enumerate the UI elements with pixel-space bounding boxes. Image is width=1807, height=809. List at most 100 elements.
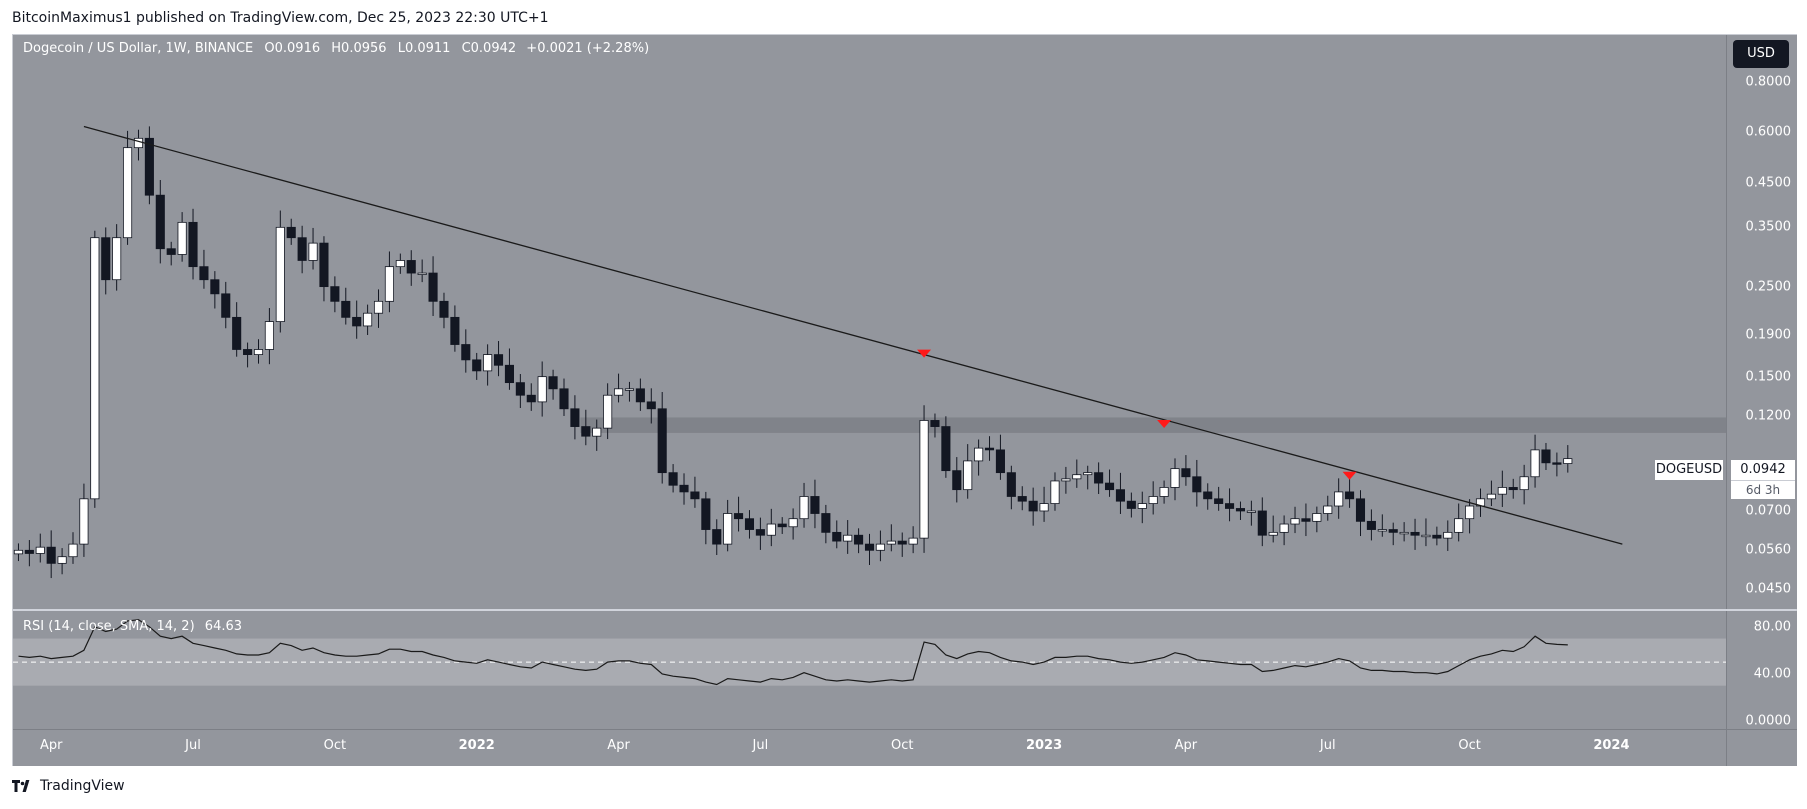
chart-container[interactable]: Dogecoin / US Dollar, 1W, BINANCE O0.091… (12, 34, 1797, 766)
high-value: 0.0956 (341, 41, 387, 56)
bear-candle (1028, 500, 1038, 512)
high-label: H (331, 41, 342, 56)
bear-candle (221, 293, 231, 318)
bull-candle (395, 260, 405, 268)
bear-candle (1432, 534, 1442, 539)
price-tick-label: 0.1900 (1745, 327, 1792, 343)
bull-candle (799, 496, 809, 520)
time-tick-label: Apr (39, 738, 63, 753)
bear-candle (559, 388, 569, 410)
rsi-tick-label: 40.00 (1753, 666, 1791, 682)
bear-candle (515, 382, 525, 396)
price-tick-label: 0.6000 (1745, 124, 1792, 140)
axis-corner (1726, 729, 1797, 766)
price-tick-label: 0.2500 (1745, 279, 1792, 295)
bull-candle (1137, 503, 1147, 509)
bear-candle (526, 394, 536, 403)
bear-candle (832, 531, 842, 542)
rsi-chart-svg[interactable] (13, 611, 1726, 729)
rsi-line (18, 619, 1568, 686)
bear-candle (581, 426, 591, 437)
bear-candle (297, 237, 307, 261)
price-tick-label: 0.4500 (1745, 175, 1792, 191)
bear-candle (995, 449, 1005, 474)
symbol-tag: DOGEUSD (1655, 460, 1723, 480)
bull-candle (1312, 513, 1322, 522)
bear-candle (941, 426, 951, 472)
bull-candle (614, 388, 624, 396)
bear-candle (548, 376, 558, 390)
bear-candle (755, 529, 765, 536)
time-tick-label: Apr (1174, 738, 1198, 753)
bull-candle (1290, 518, 1300, 525)
bear-candle (679, 484, 689, 493)
bear-candle (734, 513, 744, 520)
bear-candle (712, 529, 722, 545)
pane-separator[interactable] (13, 609, 1796, 611)
bull-candle (1519, 476, 1529, 491)
tradingview-logo-icon (12, 780, 30, 792)
rsi-axis[interactable]: 80.00 40.00 0.0000 (1726, 611, 1797, 729)
price-tick-label: 0.1500 (1745, 369, 1792, 385)
bear-candle (690, 491, 700, 500)
bear-candle (439, 300, 449, 318)
bull-candle (363, 312, 373, 327)
bull-candle (275, 226, 285, 322)
bear-candle (854, 534, 864, 545)
time-tick-label: Jul (185, 738, 201, 753)
open-value: 0.0916 (274, 41, 321, 56)
bear-candle (1301, 518, 1311, 522)
price-chart-svg[interactable] (13, 35, 1726, 609)
bull-candle (1039, 503, 1049, 512)
bull-candle (1279, 523, 1289, 533)
bull-candle (384, 266, 394, 302)
bull-candle (1148, 496, 1158, 504)
bear-candle (1225, 503, 1235, 509)
bear-candle (897, 540, 907, 545)
bear-candle (1257, 510, 1267, 536)
resistance-zone (580, 417, 1726, 433)
publisher-attribution: BitcoinMaximus1 published on TradingView… (12, 10, 549, 26)
bear-candle (493, 354, 504, 366)
bull-candle (1334, 491, 1344, 507)
bar-countdown: 6d 3h (1731, 480, 1795, 499)
price-pane[interactable]: Dogecoin / US Dollar, 1W, BINANCE O0.091… (13, 35, 1726, 609)
bear-candle (864, 543, 875, 551)
bear-candle (646, 401, 656, 410)
bear-candle (428, 272, 438, 302)
time-tick-label: 2024 (1593, 738, 1630, 753)
bear-candle (810, 496, 820, 514)
price-axis[interactable]: USD 0.0942 6d 3h 0.8000 0.6000 0.4500 0.350… (1726, 35, 1797, 609)
bear-candle (243, 349, 253, 355)
bear-candle (668, 472, 678, 486)
bull-candle (57, 556, 67, 564)
bull-candle (177, 221, 187, 255)
bear-candle (210, 279, 220, 295)
bull-candle (1443, 531, 1453, 539)
bear-candle (1410, 531, 1420, 536)
price-tick-label: 0.1200 (1745, 408, 1792, 424)
bull-candle (264, 321, 274, 350)
rsi-value: 64.63 (204, 619, 243, 634)
currency-button[interactable]: USD (1733, 40, 1789, 68)
close-label: C (461, 41, 471, 56)
bull-candle (963, 460, 973, 491)
bull-candle (1465, 505, 1475, 520)
bear-candle (744, 518, 755, 530)
rsi-tick-label: 80.00 (1753, 619, 1791, 635)
bear-candle (1366, 520, 1376, 530)
bull-candle (1497, 487, 1507, 495)
rsi-pane[interactable]: RSI (14, close, SMA, 14, 2) 64.63 (13, 611, 1726, 729)
price-tick-label: 0.0450 (1745, 581, 1792, 597)
bull-candle (1530, 449, 1540, 478)
low-label: L (397, 41, 405, 56)
bull-candle (1421, 534, 1431, 538)
time-tick-label: Apr (607, 738, 630, 753)
time-axis[interactable]: Apr Jul Oct 2022 Apr Jul Oct 2023 Apr Jul Oct 2024 (13, 729, 1726, 766)
footer-brand: TradingView (40, 778, 125, 794)
bull-candle (886, 540, 896, 545)
bull-candle (253, 349, 264, 355)
bull-candle (919, 420, 929, 539)
bull-candle (308, 242, 318, 261)
bear-candle (777, 523, 787, 528)
